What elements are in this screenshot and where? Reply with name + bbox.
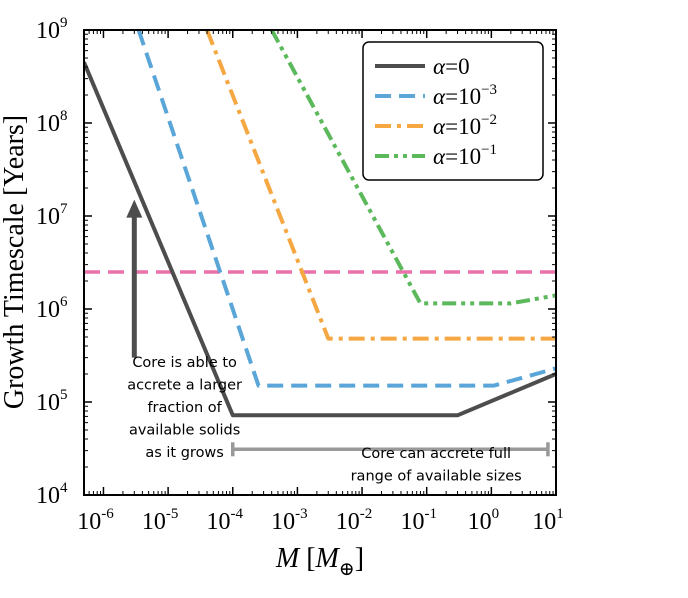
- y-tick-base: 10: [36, 18, 60, 44]
- legend-value: 10: [458, 114, 481, 139]
- y-axis-title: Growth Timescale [Years]: [0, 115, 30, 409]
- legend-label-alpha-1e-2: α=10−2: [433, 112, 497, 139]
- x-tick-exponent: -4: [231, 506, 244, 522]
- legend-alpha: α: [433, 54, 446, 79]
- y-tick-exponent: 4: [60, 480, 68, 496]
- x-tick-label: 10-6: [77, 506, 114, 535]
- series-line-alpha-0: [84, 61, 556, 418]
- legend-alpha: α: [433, 144, 446, 169]
- legend-label-alpha-1e-1: α=10−1: [433, 142, 497, 169]
- y-tick-base: 10: [36, 111, 60, 137]
- y-tick-label: 104: [36, 480, 68, 509]
- legend-label-alpha-1e-3: α=10−3: [433, 82, 497, 109]
- x-tick-base: 10: [532, 509, 556, 535]
- x-axis-bracket-close: ]: [355, 543, 364, 574]
- x-tick-base: 10: [336, 509, 360, 535]
- legend-alpha: α: [433, 114, 446, 139]
- x-tick-exponent: -5: [166, 506, 179, 522]
- legend-value: 10: [458, 144, 481, 169]
- y-tick-label: 106: [36, 294, 68, 323]
- y-tick-exponent: 9: [60, 15, 68, 31]
- legend-value: 10: [458, 84, 481, 109]
- x-tick-base: 10: [468, 509, 492, 535]
- legend-equals: =: [445, 54, 458, 79]
- series-line-alpha-1e-2: [205, 30, 556, 341]
- y-tick-exponent: 6: [60, 294, 68, 310]
- x-tick-exponent: 1: [556, 506, 564, 522]
- x-axis-unit-var: M: [315, 543, 341, 574]
- y-tick-label: 108: [36, 108, 68, 137]
- x-axis-title: M [M⊕]: [275, 543, 364, 580]
- annotation-left-line: Core is able to: [132, 355, 237, 371]
- legend-exponent: −3: [481, 82, 497, 98]
- legend-value: 0: [458, 54, 470, 79]
- y-tick-exponent: 7: [60, 201, 68, 217]
- series-line-alpha-1e-3: [136, 30, 556, 388]
- growth-arrow-head: [126, 199, 143, 218]
- annotation-bottom-line: range of available sizes: [351, 469, 522, 485]
- legend-box: [362, 41, 544, 181]
- x-tick-base: 10: [400, 509, 424, 535]
- y-tick-base: 10: [36, 483, 60, 509]
- plot-frame: [83, 29, 557, 496]
- y-tick-base: 10: [36, 204, 60, 230]
- x-tick-exponent: 0: [492, 506, 500, 522]
- annotation-bottom-line: Core can accrete full: [361, 446, 511, 462]
- annotation-left-line: available solids: [129, 423, 240, 439]
- y-tick-label: 105: [36, 387, 68, 416]
- x-tick-base: 10: [142, 509, 166, 535]
- x-tick-label: 10-5: [142, 506, 179, 535]
- series-line-alpha-1e-1: [269, 30, 556, 306]
- y-tick-exponent: 8: [60, 108, 68, 124]
- x-tick-exponent: -1: [424, 506, 437, 522]
- x-axis-unit-sub: ⊕: [339, 559, 355, 580]
- legend-equals: =: [445, 114, 458, 139]
- annotation-left-line: accrete a larger: [127, 378, 242, 394]
- x-tick-base: 10: [77, 509, 101, 535]
- legend-exponent: −1: [481, 142, 497, 158]
- x-tick-label: 10-3: [271, 506, 308, 535]
- y-tick-base: 10: [36, 390, 60, 416]
- legend-alpha: α: [433, 84, 446, 109]
- x-tick-label: 10-2: [336, 506, 373, 535]
- x-tick-label: 100: [468, 506, 500, 535]
- y-tick-exponent: 5: [60, 387, 68, 403]
- legend-label-alpha-0: α=0: [433, 54, 470, 79]
- x-axis-bracket-open: [: [299, 543, 315, 574]
- x-tick-exponent: -3: [295, 506, 308, 522]
- x-tick-base: 10: [207, 509, 231, 535]
- x-tick-label: 10-4: [207, 506, 244, 535]
- annotation-left-line: fraction of: [147, 400, 222, 416]
- x-tick-base: 10: [271, 509, 295, 535]
- y-tick-label: 109: [36, 15, 68, 44]
- legend-equals: =: [445, 84, 458, 109]
- x-tick-exponent: -2: [360, 506, 373, 522]
- legend-equals: =: [445, 144, 458, 169]
- legend-exponent: −2: [481, 112, 497, 128]
- x-axis-var: M: [275, 543, 301, 574]
- x-tick-label: 101: [532, 506, 564, 535]
- y-tick-label: 107: [36, 201, 68, 230]
- y-tick-base: 10: [36, 297, 60, 323]
- x-tick-exponent: -6: [101, 506, 114, 522]
- annotation-left-line: as it grows: [145, 445, 224, 461]
- x-tick-label: 10-1: [400, 506, 437, 535]
